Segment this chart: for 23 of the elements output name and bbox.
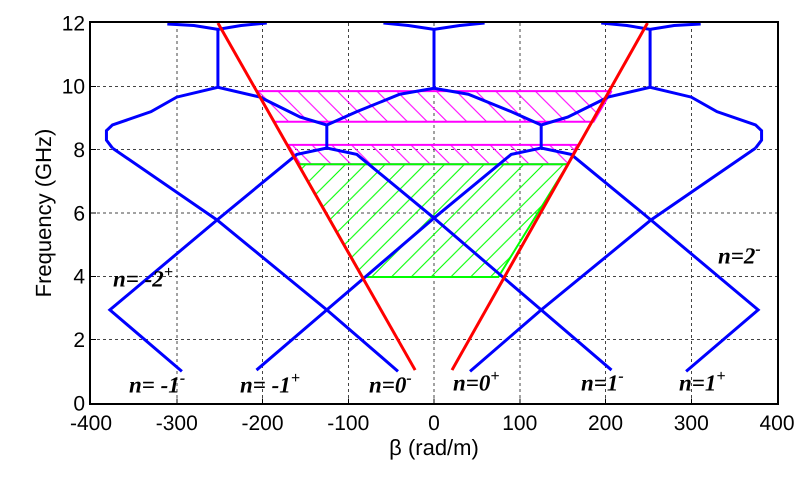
- y-tick-label: 12: [62, 12, 86, 36]
- y-tick-label: 6: [73, 202, 86, 226]
- x-tick-label: 100: [502, 412, 538, 435]
- annotation: n=1$^{+}$: [679, 368, 726, 396]
- annotation: n= -1$^{-}$: [129, 370, 186, 398]
- annotation: n=2$^{-}$: [718, 241, 761, 269]
- x-tick-label: -100: [327, 412, 370, 435]
- annotation: n=0$^{+}$: [453, 368, 500, 396]
- y-axis-title: Frequency (GHz): [30, 128, 56, 298]
- x-axis-title: β (rad/m): [389, 434, 479, 460]
- y-tick-label: 4: [73, 266, 86, 289]
- y-tick-label: 10: [62, 76, 86, 99]
- x-tick-label: -300: [156, 412, 198, 435]
- annotation: n=0$^{-}$: [369, 370, 412, 398]
- y-tick-label: 8: [73, 139, 86, 162]
- annotation: n=1$^{-}$: [581, 368, 624, 396]
- x-tick-label: 0: [428, 412, 440, 435]
- x-tick-label: 200: [588, 412, 624, 435]
- x-tick-label: -200: [241, 412, 284, 435]
- x-tick-label: 300: [674, 412, 709, 435]
- y-tick-label: 2: [73, 329, 86, 352]
- x-tick-label: 400: [759, 412, 795, 435]
- annotation: n= -1$^{+}$: [240, 370, 300, 398]
